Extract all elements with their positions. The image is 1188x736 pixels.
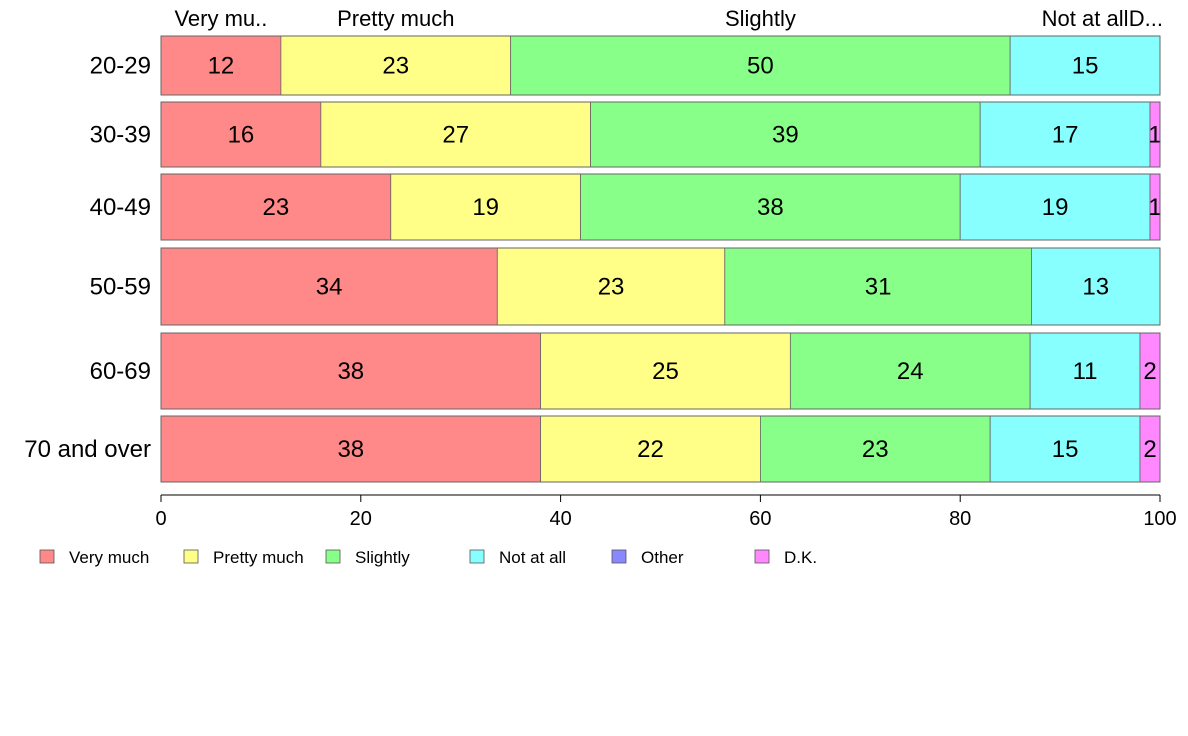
segment-label: 1: [1148, 194, 1161, 221]
top-series-label: Slightly: [725, 6, 796, 31]
legend-label: Slightly: [355, 548, 410, 567]
segment-label: 24: [897, 358, 924, 385]
bar-outline: [160, 332, 1161, 410]
bar-segment: [390, 173, 581, 241]
segment-label: 50: [747, 53, 774, 80]
category-label: 70 and over: [24, 436, 151, 463]
category-label: 50-59: [90, 274, 151, 301]
bar-segment: [1009, 35, 1161, 96]
x-tick-label: 40: [549, 508, 571, 530]
segment-label: 38: [337, 436, 364, 463]
segment-label: 23: [598, 274, 625, 301]
segment-label: 27: [442, 122, 469, 149]
segment-label: 1: [1148, 122, 1161, 149]
x-tick-label: 60: [749, 508, 771, 530]
bar-outline: [160, 173, 1161, 241]
bar-segment: [496, 247, 726, 326]
top-series-label: Pretty much: [337, 6, 454, 31]
category-label: 20-29: [90, 53, 151, 80]
legend-label: Not at all: [499, 548, 566, 567]
segment-label: 11: [1073, 358, 1098, 385]
bar-segment: [789, 332, 1031, 410]
x-tick-label: 0: [155, 508, 166, 530]
top-series-label: Very mu..: [174, 6, 267, 31]
segment-label: 15: [1052, 436, 1079, 463]
legend-swatch: [39, 549, 55, 564]
bar-outline: [160, 35, 1161, 96]
segment-label: 38: [337, 358, 364, 385]
bar-segment: [160, 415, 542, 483]
segment-label: 19: [472, 194, 499, 221]
bar-segment: [160, 247, 498, 326]
bar-segment: [280, 35, 512, 96]
legend-swatch: [469, 549, 485, 564]
bar-segment: [160, 332, 542, 410]
segment-label: 39: [772, 122, 799, 149]
top-series-label: D...: [1129, 6, 1163, 31]
segment-label: 25: [652, 358, 679, 385]
bar-segment: [540, 332, 791, 410]
top-series-label: Not at all: [1042, 6, 1129, 31]
segment-label: 2: [1143, 358, 1156, 385]
legend-swatch: [611, 549, 627, 564]
segment-label: 23: [862, 436, 889, 463]
segment-label: 38: [757, 194, 784, 221]
category-label: 60-69: [90, 358, 151, 385]
x-tick-label: 80: [949, 508, 971, 530]
bar-outline: [160, 415, 1161, 483]
x-tick-label: 100: [1143, 508, 1176, 530]
segment-label: 34: [316, 274, 343, 301]
bar-segment: [540, 415, 761, 483]
legend-swatch: [754, 549, 770, 564]
segment-label: 23: [263, 194, 290, 221]
category-label: 40-49: [90, 194, 151, 221]
segment-label: 13: [1082, 274, 1109, 301]
segment-label: 16: [228, 122, 255, 149]
segment-label: 15: [1072, 53, 1099, 80]
bar-segment: [590, 101, 981, 168]
segment-label: 19: [1042, 194, 1069, 221]
bar-segment: [760, 415, 991, 483]
bar-segment: [724, 247, 1032, 326]
x-tick-label: 20: [350, 508, 372, 530]
bar-segment: [959, 173, 1151, 241]
legend-label: Very much: [69, 548, 149, 567]
bar-outline: [160, 101, 1161, 168]
legend-swatch: [325, 549, 341, 564]
legend-swatch: [183, 549, 199, 564]
bar-segment: [1029, 332, 1141, 410]
segment-label: 31: [865, 274, 892, 301]
bar-segment: [979, 101, 1151, 168]
category-label: 30-39: [90, 122, 151, 149]
segment-label: 12: [208, 53, 235, 80]
bar-segment: [1031, 247, 1161, 326]
bar-segment: [320, 101, 591, 168]
bar-segment: [160, 35, 282, 96]
segment-label: 23: [382, 53, 409, 80]
segment-label: 17: [1052, 122, 1079, 149]
bar-outline: [160, 247, 1161, 326]
legend-label: Pretty much: [213, 548, 304, 567]
legend-label: Other: [641, 548, 684, 567]
legend-label: D.K.: [784, 548, 817, 567]
bar-segment: [580, 173, 961, 241]
segment-label: 2: [1143, 436, 1156, 463]
segment-label: 22: [637, 436, 664, 463]
